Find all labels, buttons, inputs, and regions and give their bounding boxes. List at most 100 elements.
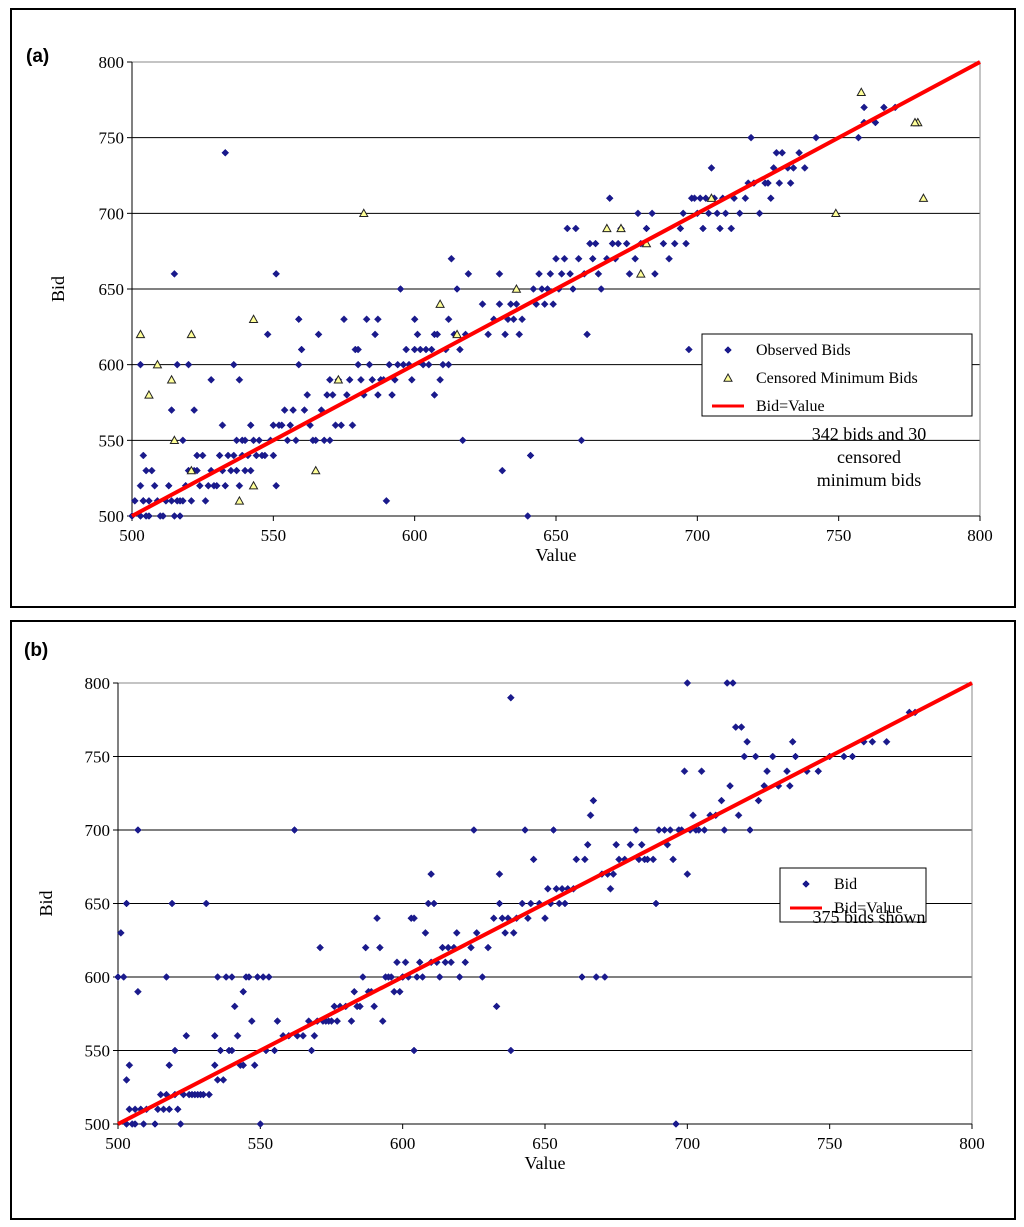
data-point [292,436,300,445]
data-point-censored [918,193,929,202]
x-tick-label: 750 [817,1134,843,1153]
y-tick-label: 650 [85,895,111,914]
data-point [422,345,430,354]
data-point [588,254,597,263]
data-point [512,300,521,308]
data-point [506,693,515,702]
series-bid [114,679,919,1128]
data-point [253,973,262,981]
data-point [116,929,125,937]
data-point [669,855,677,864]
data-point [153,1105,162,1114]
data-point [746,826,754,834]
data-point [235,375,244,384]
data-point [880,103,888,112]
data-point [489,914,498,923]
data-point [458,436,467,445]
data-point [743,737,751,746]
data-point [586,239,594,248]
data-point [167,406,176,414]
data-point [193,466,201,475]
data-point [854,133,863,142]
data-point-censored [166,374,177,384]
data-point [342,391,351,399]
data-point [541,914,549,923]
data-point [171,1046,179,1055]
data-point [659,239,668,248]
data-point [775,179,784,187]
data-point [682,239,690,248]
x-tick-label: 800 [959,1134,985,1153]
x-tick-label: 650 [532,1134,558,1153]
data-point [390,987,398,996]
data-point [193,451,201,460]
data-point [228,1046,236,1055]
data-point [173,1105,182,1114]
data-point [202,899,211,908]
data-point [605,194,614,203]
data-point [393,360,402,369]
data-point [484,330,493,339]
data-point [495,270,504,278]
data-point [637,840,646,849]
data-point [142,466,150,475]
data-point [164,481,173,490]
y-tick-label: 800 [99,53,125,72]
data-point [521,826,529,834]
data-point [680,767,689,776]
data-point-censored [910,117,920,127]
data-point [791,752,800,761]
series-censored-minimum-bids [135,87,929,505]
data-point-censored [152,359,163,369]
data-point [252,451,261,460]
data-point [495,300,504,308]
data-point [430,391,439,399]
data-point [235,481,244,490]
data-point [179,436,187,445]
data-point [218,421,227,430]
legend-diamond-marker [802,880,810,888]
data-point [609,870,618,878]
data-point [151,1120,159,1128]
data-point [518,315,526,324]
data-point [713,209,721,218]
data-point [591,239,600,248]
data-point [571,224,580,233]
data-point [498,914,507,923]
data-point [555,899,564,908]
data-point [741,194,750,203]
data-point [469,826,478,834]
data-point [307,1046,316,1055]
data-point [518,899,527,908]
data-point [331,421,340,430]
data-point [168,899,176,908]
data-point [198,451,207,460]
x-tick-label: 650 [543,526,569,545]
data-point [594,270,603,278]
data-point [263,330,272,339]
data-point [199,1090,208,1099]
data-point [228,973,236,981]
data-point [622,239,631,248]
x-axis-title: Value [525,1153,566,1173]
x-tick-label: 700 [685,526,711,545]
data-point [333,1017,342,1025]
data-point [170,512,179,520]
data-point [572,855,581,864]
data-point [814,767,823,776]
data-point [134,826,142,834]
data-point [416,345,425,354]
data-point [159,512,167,520]
data-point [385,360,394,369]
data-point [452,929,461,937]
data-point [755,209,764,218]
data-point [357,375,365,384]
data-point [600,973,609,981]
data-point-censored [186,329,197,339]
data-point [569,285,577,293]
data-point [538,285,546,293]
x-tick-label: 600 [402,526,428,545]
data-point [812,133,820,142]
data-point [608,239,617,248]
reference-line-bid-value [117,681,973,1126]
